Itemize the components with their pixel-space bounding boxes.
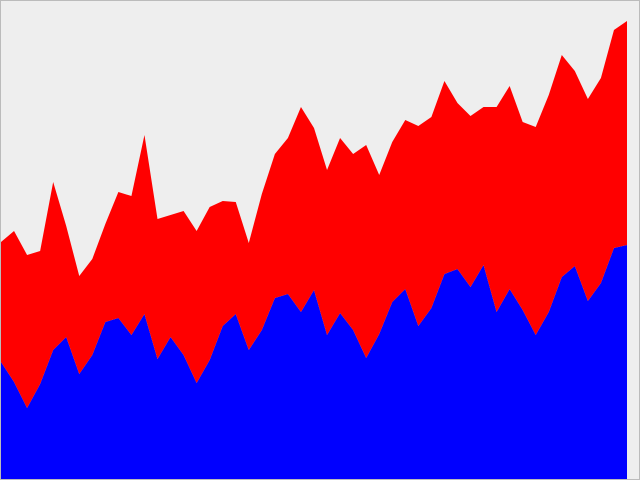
area-series-1 bbox=[1, 245, 627, 480]
area-series-2 bbox=[1, 21, 627, 408]
series-layer bbox=[1, 21, 627, 480]
